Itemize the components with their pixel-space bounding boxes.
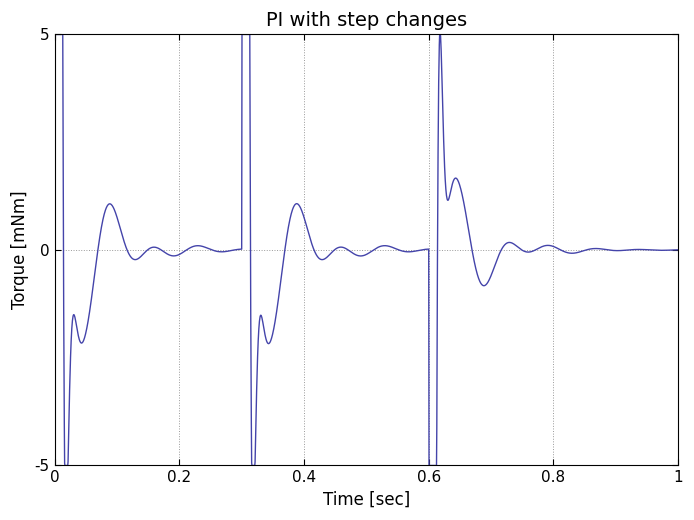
Y-axis label: Torque [mNm]: Torque [mNm] bbox=[11, 191, 29, 309]
Title: PI with step changes: PI with step changes bbox=[266, 11, 467, 30]
X-axis label: Time [sec]: Time [sec] bbox=[323, 491, 410, 509]
